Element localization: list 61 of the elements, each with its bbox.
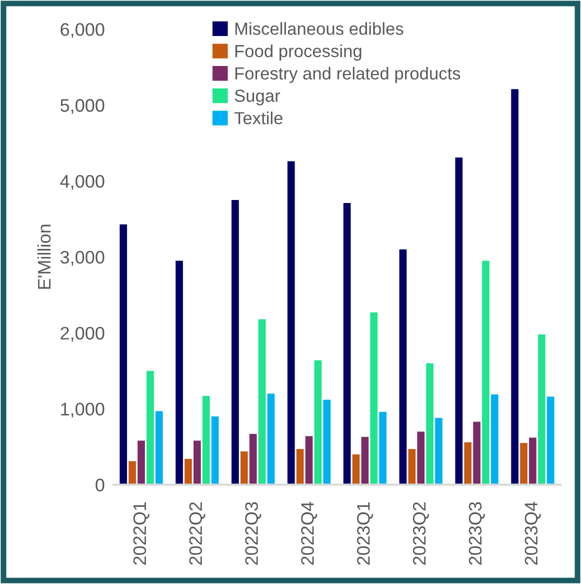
bar bbox=[232, 200, 239, 485]
x-tick-label: 2022Q1 bbox=[133, 502, 150, 565]
bar bbox=[511, 89, 518, 485]
legend-label: Forestry and related products bbox=[235, 66, 460, 84]
x-tick-label: 2022Q4 bbox=[301, 502, 318, 565]
bar bbox=[352, 454, 360, 485]
bar bbox=[473, 422, 480, 485]
bar bbox=[538, 334, 546, 485]
bar bbox=[184, 458, 192, 485]
bar bbox=[249, 434, 257, 485]
legend-label: Textile bbox=[234, 112, 282, 124]
bar bbox=[323, 400, 331, 485]
bar bbox=[455, 158, 463, 485]
legend-label: Sugar bbox=[234, 90, 280, 106]
bar bbox=[305, 436, 313, 485]
x-tick-label: 2023Q4 bbox=[524, 502, 541, 565]
bar bbox=[361, 436, 369, 485]
bar bbox=[155, 411, 163, 485]
bar bbox=[128, 461, 136, 485]
bar bbox=[426, 363, 434, 485]
bar bbox=[296, 449, 304, 485]
y-tick-label: 1,000 bbox=[61, 402, 104, 418]
y-tick-label: 4,000 bbox=[60, 174, 104, 190]
bar bbox=[287, 161, 295, 485]
x-tick-label: 2023Q1 bbox=[357, 502, 374, 565]
x-tick-label: 2023Q3 bbox=[468, 502, 485, 565]
bar bbox=[417, 432, 425, 485]
bar bbox=[267, 394, 275, 485]
bar bbox=[435, 418, 442, 485]
bar bbox=[211, 416, 219, 485]
bar bbox=[520, 442, 528, 485]
bar bbox=[202, 396, 210, 485]
bar bbox=[314, 360, 322, 485]
bar bbox=[408, 449, 416, 485]
y-tick-label: 3,000 bbox=[60, 250, 104, 266]
legend-label: Food processing bbox=[235, 44, 362, 61]
bar bbox=[194, 440, 201, 485]
legend-label: Miscellaneous edibles bbox=[235, 22, 404, 35]
y-tick-label: 2,000 bbox=[60, 326, 104, 342]
bar bbox=[138, 440, 145, 485]
x-tick-label: 2022Q2 bbox=[189, 502, 206, 565]
y-axis-title: E'Million bbox=[37, 224, 51, 289]
bar bbox=[240, 451, 248, 485]
bar bbox=[120, 224, 128, 485]
y-tick-label: 0 bbox=[96, 478, 104, 492]
bar bbox=[258, 319, 266, 485]
bar bbox=[146, 370, 154, 485]
bar bbox=[370, 312, 378, 485]
x-tick-label: 2022Q3 bbox=[245, 502, 262, 565]
bar bbox=[482, 260, 490, 485]
bar bbox=[529, 438, 536, 485]
bar bbox=[176, 260, 183, 485]
y-tick-label: 6,000 bbox=[60, 23, 104, 38]
bar bbox=[464, 442, 472, 485]
bar bbox=[546, 396, 554, 485]
x-tick-label: 2023Q2 bbox=[412, 502, 429, 565]
y-tick-label: 5,000 bbox=[60, 99, 104, 114]
bar bbox=[379, 412, 387, 485]
bar bbox=[343, 203, 351, 485]
bar bbox=[491, 394, 498, 485]
bar bbox=[399, 249, 407, 485]
